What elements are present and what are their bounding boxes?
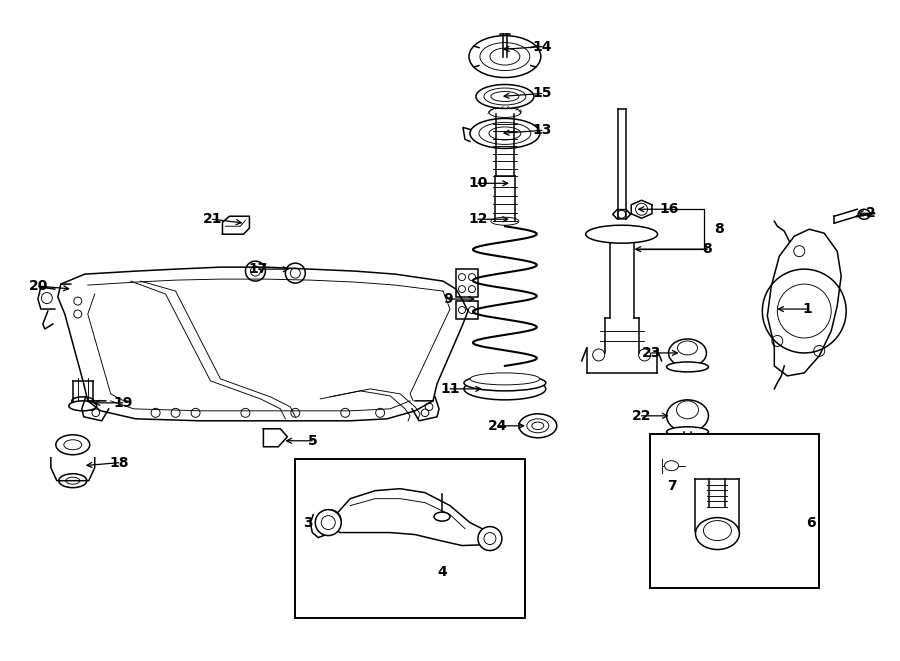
Text: 22: 22 <box>632 408 652 423</box>
Ellipse shape <box>489 108 521 118</box>
Ellipse shape <box>68 401 96 411</box>
Polygon shape <box>222 216 249 234</box>
Text: 23: 23 <box>642 346 662 360</box>
Ellipse shape <box>586 225 658 243</box>
Text: 6: 6 <box>806 516 816 529</box>
Ellipse shape <box>464 378 545 400</box>
Bar <box>456 269 478 297</box>
Text: 3: 3 <box>303 516 313 529</box>
Text: 21: 21 <box>202 212 222 226</box>
Text: 17: 17 <box>248 262 268 276</box>
Text: 18: 18 <box>109 455 129 470</box>
Text: 16: 16 <box>660 202 680 216</box>
Bar <box>456 301 478 319</box>
Circle shape <box>315 510 341 535</box>
Ellipse shape <box>696 518 740 549</box>
Ellipse shape <box>858 210 870 219</box>
Ellipse shape <box>667 362 708 372</box>
Ellipse shape <box>519 414 557 438</box>
Text: 1: 1 <box>803 302 812 316</box>
Text: 15: 15 <box>532 87 552 100</box>
Ellipse shape <box>434 512 450 521</box>
Text: 8: 8 <box>703 242 712 256</box>
Ellipse shape <box>667 427 708 437</box>
Ellipse shape <box>464 375 545 391</box>
Text: 10: 10 <box>468 176 488 190</box>
Ellipse shape <box>476 85 534 108</box>
Text: 19: 19 <box>113 396 132 410</box>
Ellipse shape <box>667 400 708 432</box>
Text: 8: 8 <box>715 222 724 236</box>
Ellipse shape <box>470 373 540 385</box>
Text: 12: 12 <box>468 212 488 226</box>
Ellipse shape <box>664 461 679 471</box>
Circle shape <box>478 527 502 551</box>
Text: 2: 2 <box>866 206 876 220</box>
Ellipse shape <box>491 217 519 225</box>
Text: 14: 14 <box>532 40 552 54</box>
Ellipse shape <box>669 339 707 367</box>
Text: 5: 5 <box>308 434 317 447</box>
Polygon shape <box>264 429 287 447</box>
Bar <box>295 459 525 619</box>
Ellipse shape <box>56 435 90 455</box>
Bar <box>650 434 819 588</box>
Text: 24: 24 <box>488 419 508 433</box>
Text: 20: 20 <box>29 279 49 293</box>
Text: 13: 13 <box>532 124 552 137</box>
Polygon shape <box>631 200 652 218</box>
Polygon shape <box>768 229 842 376</box>
Ellipse shape <box>469 36 541 77</box>
Text: 4: 4 <box>437 566 447 580</box>
Ellipse shape <box>470 118 540 148</box>
Ellipse shape <box>58 474 86 488</box>
Text: 9: 9 <box>443 292 453 306</box>
Circle shape <box>762 269 846 353</box>
Ellipse shape <box>72 397 94 405</box>
Text: 11: 11 <box>440 382 460 396</box>
Text: 7: 7 <box>667 479 676 492</box>
Circle shape <box>320 510 341 531</box>
